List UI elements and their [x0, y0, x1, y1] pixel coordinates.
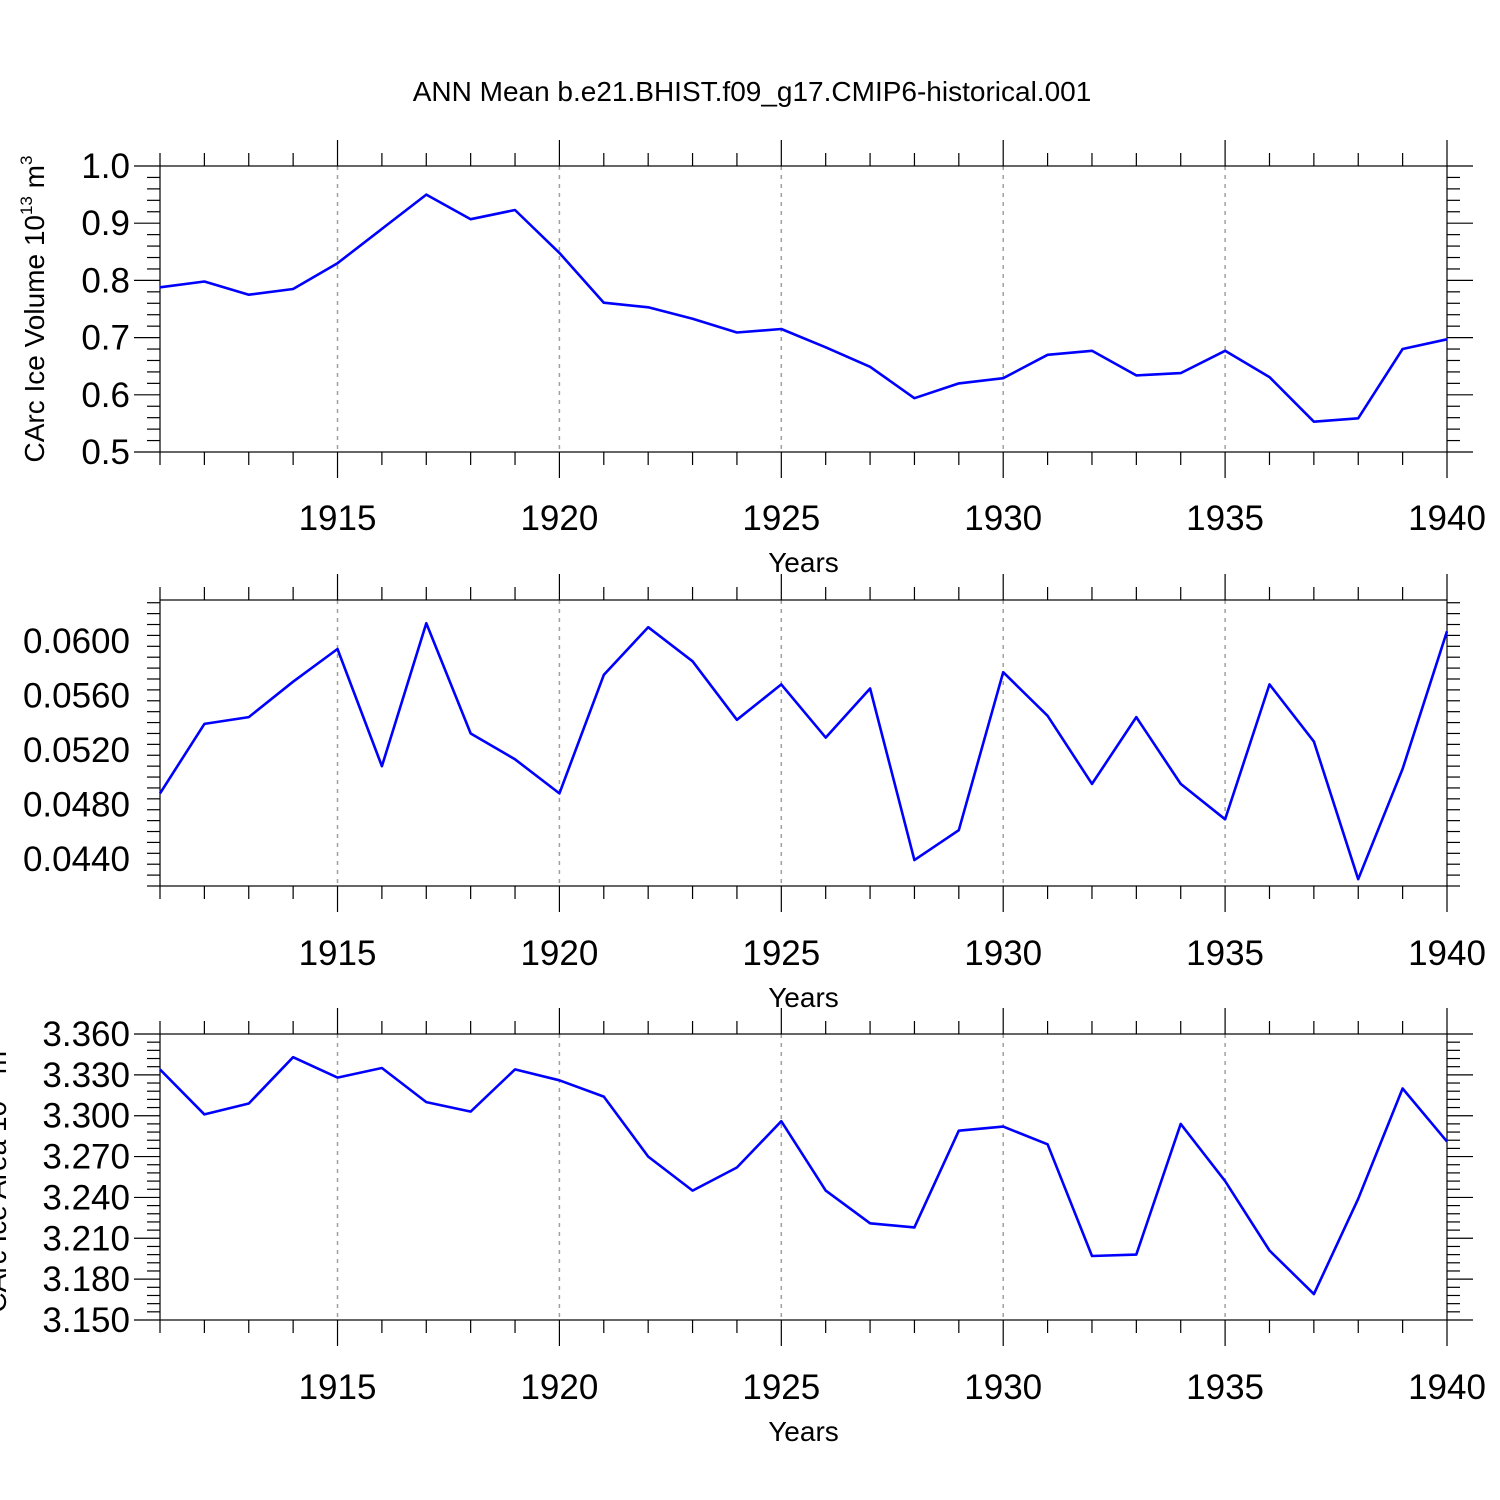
series-line: [158, 621, 1449, 881]
series-line: [159, 193, 1448, 424]
y-tick-label: 0.0600: [23, 622, 130, 661]
plot-frame: [159, 599, 1448, 887]
y-tick-label: 0.0520: [23, 731, 130, 770]
x-tick-label: 1920: [520, 499, 598, 538]
x-tick-label: 1935: [1186, 934, 1264, 973]
y-axis-label-text: CArc Ice Volume 10: [19, 215, 50, 462]
y-axis-label-unit: m: [0, 1051, 12, 1082]
y-tick-label: 1.0: [81, 147, 130, 186]
y-axis-label: CArc Ice Area 1012 m2: [0, 1041, 12, 1312]
x-tick-label: 1915: [299, 499, 377, 538]
x-axis-label: Years: [768, 1416, 839, 1447]
y-axis-label-exponent: 13: [17, 196, 36, 215]
y-tick-label: 3.150: [42, 1301, 130, 1340]
chart-panels: 0.5 0.6 0.7 0.8 0.9 1.0 1915 1920 1925 1930 1935 19…: [0, 140, 1486, 1447]
y-tick-label: 3.210: [42, 1219, 130, 1258]
x-axis-label: Years: [768, 547, 839, 578]
y-tick-label: 0.6: [81, 376, 130, 415]
y-axis-label-unit-exponent: 3: [17, 156, 36, 165]
y-tick-label: 0.5: [81, 433, 130, 472]
x-tick-label: 1920: [520, 934, 598, 973]
y-tick-label: 0.0440: [23, 840, 130, 879]
x-tick-label: 1915: [299, 934, 377, 973]
panel-1: 0.5 0.6 0.7 0.8 0.9 1.0 1915 1920 1925 1930 1935 19…: [17, 140, 1486, 578]
chart-title: ANN Mean b.e21.BHIST.f09_g17.CMIP6-histo…: [413, 76, 1092, 107]
y-tick-label: 3.330: [42, 1056, 130, 1095]
y-tick-label: 0.7: [81, 319, 130, 358]
x-tick-label: 1940: [1408, 499, 1486, 538]
y-tick-label: 0.9: [81, 204, 130, 243]
y-tick-label: 3.180: [42, 1260, 130, 1299]
y-tick-label: 3.270: [42, 1138, 130, 1177]
y-tick-label: 0.0560: [23, 676, 130, 715]
y-tick-label: 3.360: [42, 1015, 130, 1054]
y-tick-label: 0.0480: [23, 785, 130, 824]
y-axis-label: CArc Ice Volume 1013 m3: [17, 156, 50, 463]
x-tick-label: 1930: [964, 1368, 1042, 1407]
y-tick-label: 3.240: [42, 1178, 130, 1217]
y-tick-label: 0.8: [81, 261, 130, 300]
x-tick-label: 1935: [1186, 1368, 1264, 1407]
x-tick-label: 1915: [299, 1368, 377, 1407]
panel-2: 0.0440 0.0480 0.0520 0.0560 0.0600 1915 1920 19…: [23, 574, 1486, 1013]
series-line: [159, 1055, 1448, 1296]
y-tick-label: 3.300: [42, 1097, 130, 1136]
x-tick-label: 1925: [742, 1368, 820, 1407]
x-axis-label: Years: [768, 982, 839, 1013]
y-axis-label-text: CArc Ice Area 10: [0, 1101, 12, 1313]
x-tick-label: 1940: [1408, 1368, 1486, 1407]
x-tick-label: 1935: [1186, 499, 1264, 538]
panel-3: 3.1503.1803.2103.2403.2703.3003.3303.360…: [0, 1008, 1486, 1447]
y-axis-label-unit: m: [19, 165, 50, 196]
x-tick-label: 1940: [1408, 934, 1486, 973]
plot-frame: [159, 165, 1448, 453]
x-tick-label: 1925: [742, 499, 820, 538]
x-tick-label: 1920: [520, 1368, 598, 1407]
plot-frame: [159, 1033, 1448, 1321]
x-tick-label: 1925: [742, 934, 820, 973]
x-tick-label: 1930: [964, 499, 1042, 538]
x-tick-label: 1930: [964, 934, 1042, 973]
